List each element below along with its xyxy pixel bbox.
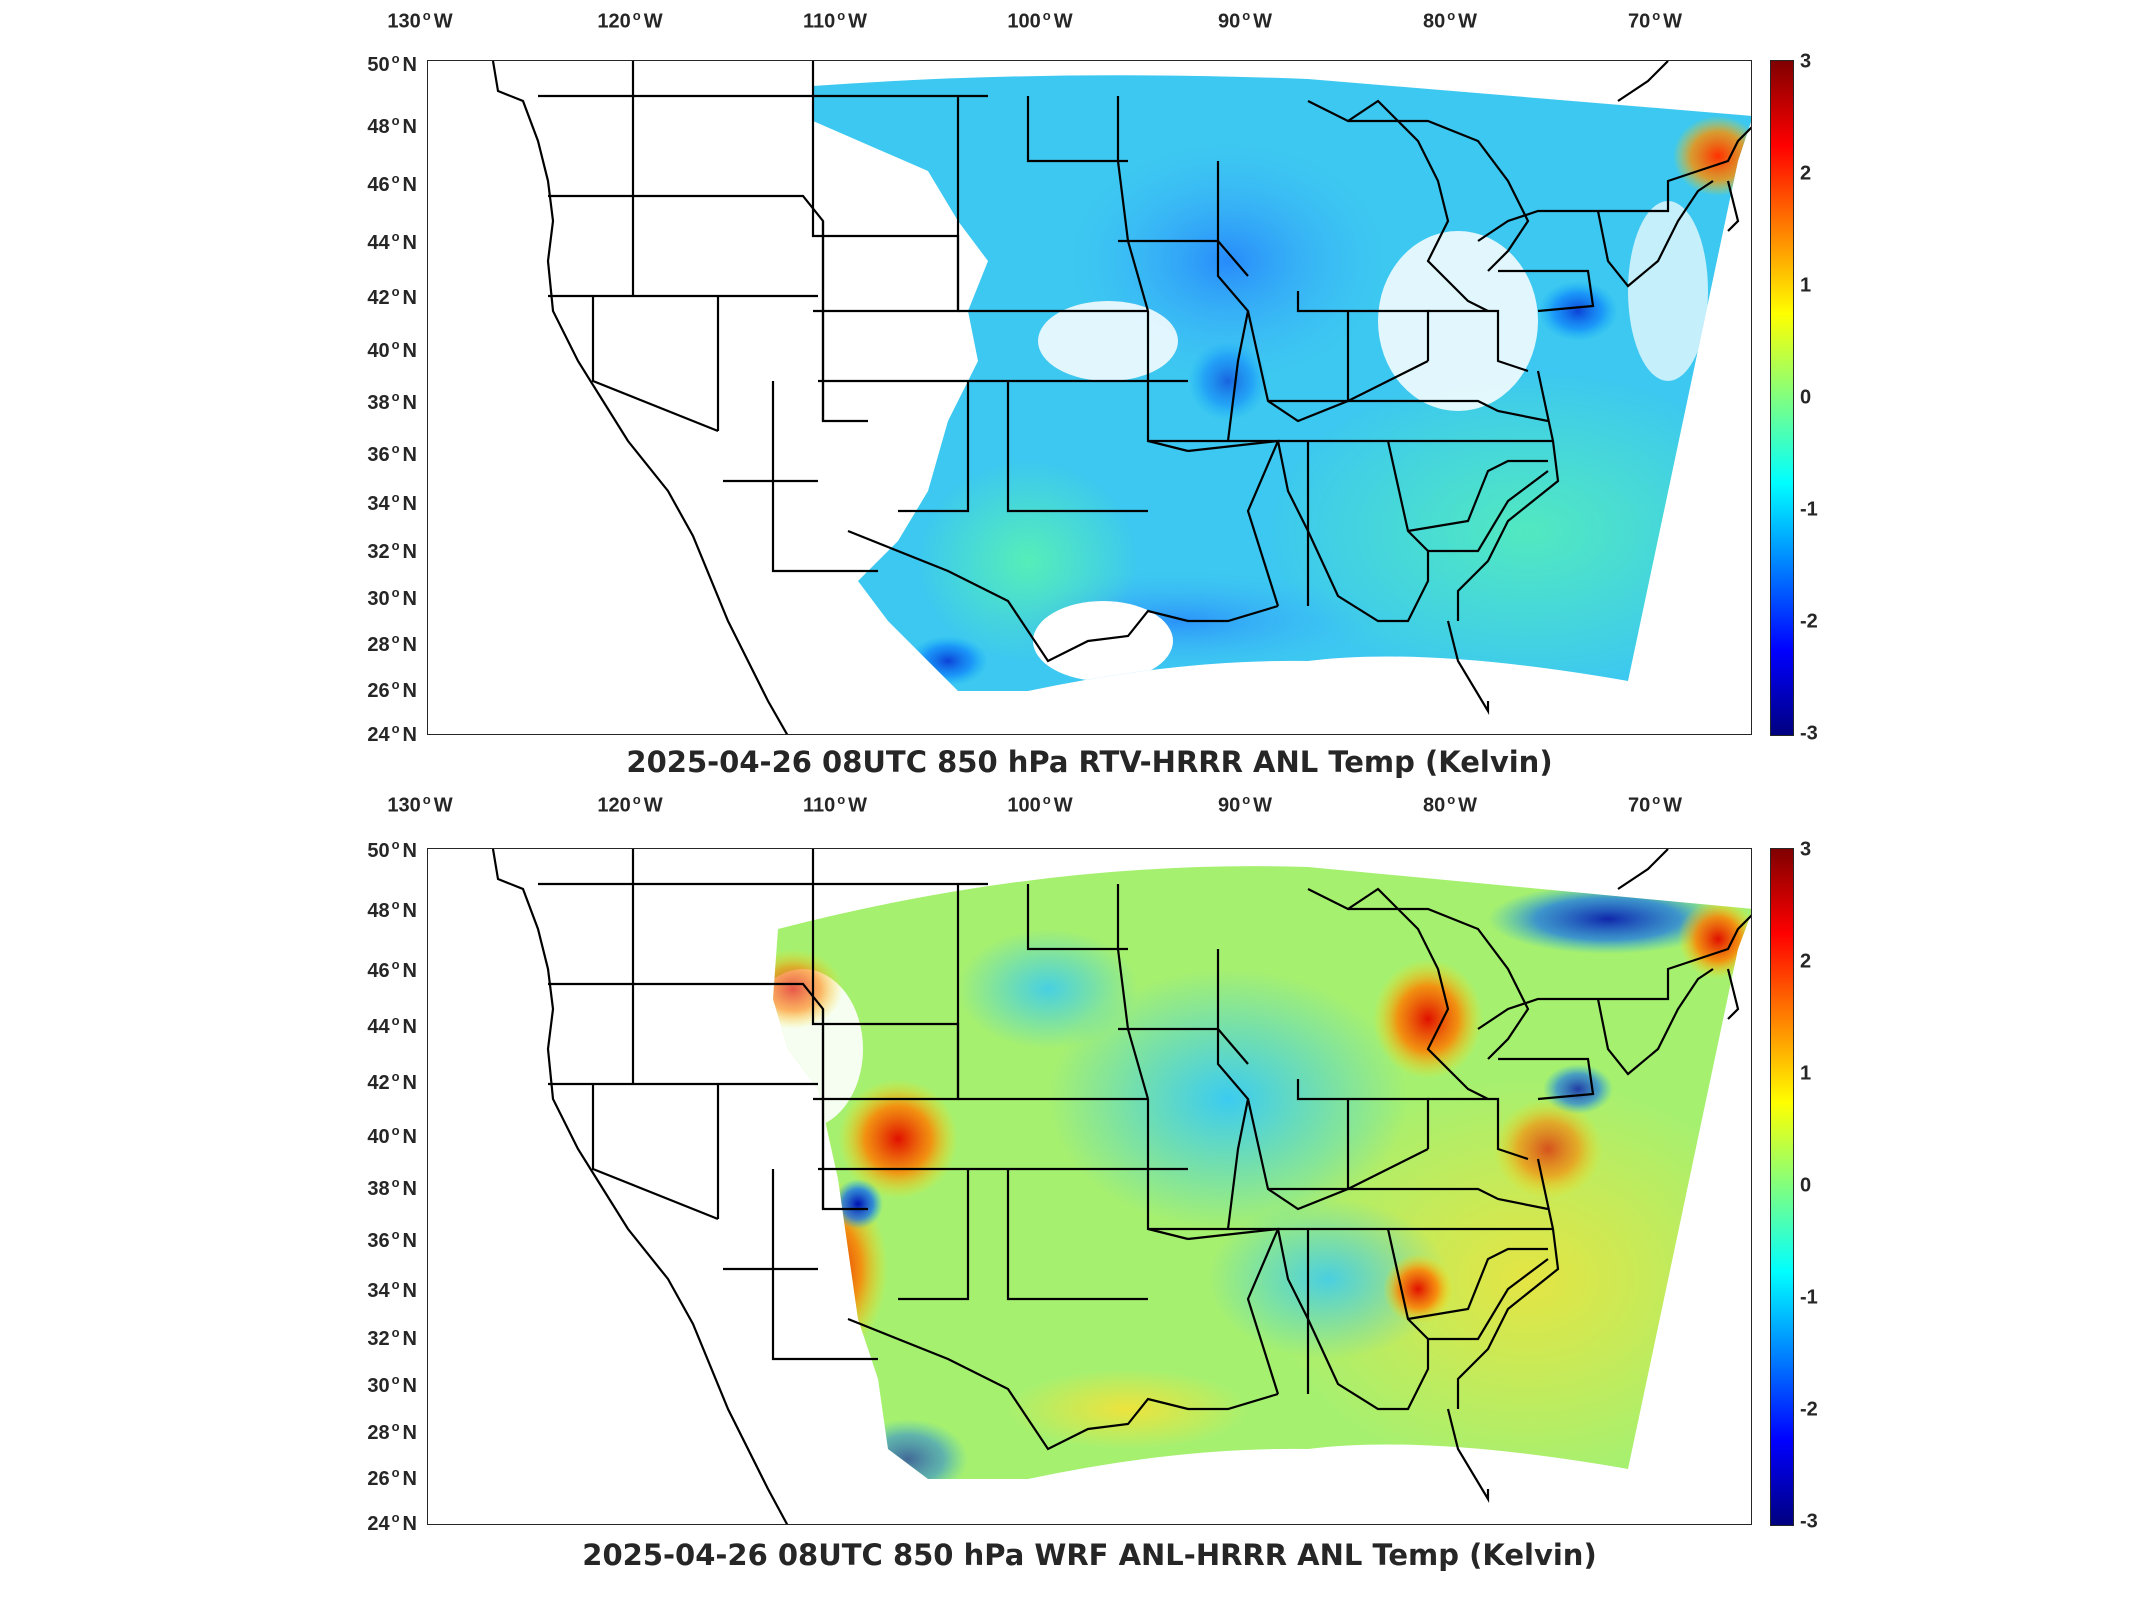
colorbar-tick: 3	[1800, 838, 1812, 861]
lon-label: 90 o W	[1217, 8, 1273, 33]
lat-label: 42 o N	[367, 1069, 417, 1094]
state-borders	[491, 849, 1751, 1524]
colorbar-tick: -2	[1800, 1398, 1818, 1421]
colorbar	[1770, 60, 1794, 736]
colorbar-tick: -3	[1800, 722, 1818, 745]
lat-label: 40 o N	[367, 337, 417, 362]
map-panel-top: 130 o W 120 o W 110 o W 100 o W 90 o W 80 o W 70 o W 5…	[0, 0, 2133, 790]
lat-label: 34 o N	[367, 490, 417, 515]
lon-label: 90 o W	[1217, 792, 1273, 817]
lon-label: 80 o W	[1422, 792, 1478, 817]
lat-label: 50 o N	[367, 51, 417, 76]
colorbar-tick: -3	[1800, 1510, 1818, 1533]
lon-label: 130 o W	[387, 792, 453, 817]
data-field	[773, 866, 1751, 1479]
lon-label: 100 o W	[1007, 8, 1073, 33]
lon-label: 110 o W	[802, 8, 868, 33]
lat-label: 44 o N	[367, 1013, 417, 1038]
lat-label: 42 o N	[367, 284, 417, 309]
lat-label: 30 o N	[367, 1372, 417, 1397]
lat-label: 46 o N	[367, 171, 417, 196]
lat-label: 30 o N	[367, 585, 417, 610]
anomaly-map	[491, 61, 1751, 734]
colorbar-tick: -2	[1800, 610, 1818, 633]
anomaly-map	[491, 849, 1751, 1524]
lat-label: 48 o N	[367, 897, 417, 922]
lat-label: 50 o N	[367, 837, 417, 862]
colorbar-tick: -1	[1800, 498, 1818, 521]
map-plot-area	[427, 60, 1752, 735]
lat-label: 36 o N	[367, 1227, 417, 1252]
lat-label: 32 o N	[367, 1325, 417, 1350]
lat-label: 24 o N	[367, 721, 417, 746]
colorbar-tick: 3	[1800, 50, 1812, 73]
colorbar	[1770, 848, 1794, 1526]
colorbar-tick: 2	[1800, 162, 1812, 185]
colorbar-tick: 0	[1800, 386, 1812, 409]
lat-label: 24 o N	[367, 1510, 417, 1535]
map-plot-area	[427, 848, 1752, 1525]
lat-label: 34 o N	[367, 1277, 417, 1302]
panel-title: 2025-04-26 08UTC 850 hPa RTV-HRRR ANL Te…	[626, 745, 1553, 779]
lat-label: 28 o N	[367, 1419, 417, 1444]
lat-label: 46 o N	[367, 957, 417, 982]
lon-label: 120 o W	[597, 792, 663, 817]
lon-label: 80 o W	[1422, 8, 1478, 33]
lat-label: 26 o N	[367, 677, 417, 702]
data-field	[813, 75, 1751, 691]
map-panel-bottom: 130 o W 120 o W 110 o W 100 o W 90 o W 80 o W 70 o W 5…	[0, 790, 2133, 1600]
lon-label: 130 o W	[387, 8, 453, 33]
lat-label: 26 o N	[367, 1465, 417, 1490]
panel-title: 2025-04-26 08UTC 850 hPa WRF ANL-HRRR AN…	[582, 1538, 1597, 1572]
colorbar-tick: 1	[1800, 1062, 1812, 1085]
lon-label: 70 o W	[1627, 8, 1683, 33]
lat-label: 38 o N	[367, 1175, 417, 1200]
colorbar-tick: 1	[1800, 274, 1812, 297]
lat-label: 44 o N	[367, 229, 417, 254]
lon-label: 70 o W	[1627, 792, 1683, 817]
lat-label: 32 o N	[367, 538, 417, 563]
lat-label: 36 o N	[367, 441, 417, 466]
lat-label: 40 o N	[367, 1123, 417, 1148]
lon-label: 120 o W	[597, 8, 663, 33]
colorbar-tick: 0	[1800, 1174, 1812, 1197]
colorbar-tick: 2	[1800, 950, 1812, 973]
lat-label: 28 o N	[367, 631, 417, 656]
lat-label: 48 o N	[367, 113, 417, 138]
lat-label: 38 o N	[367, 389, 417, 414]
colorbar-tick: -1	[1800, 1286, 1818, 1309]
lon-label: 110 o W	[802, 792, 868, 817]
lon-label: 100 o W	[1007, 792, 1073, 817]
state-borders	[491, 61, 1751, 734]
